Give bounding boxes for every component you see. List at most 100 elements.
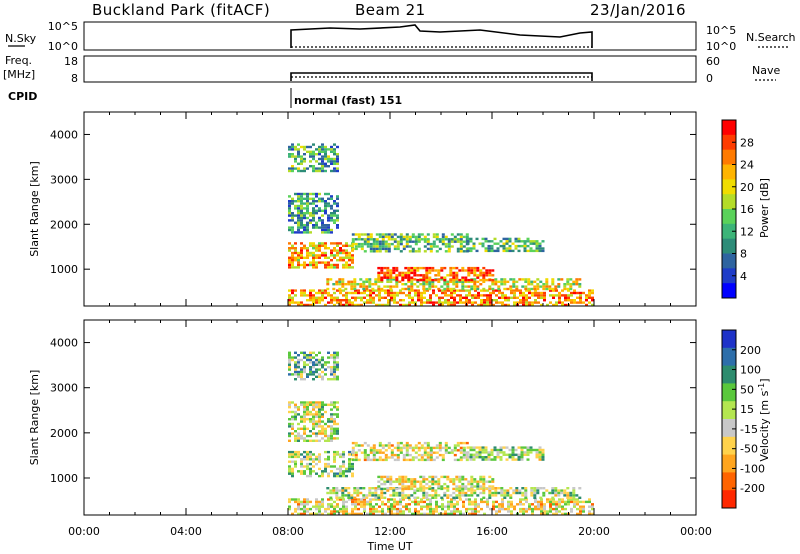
power-echo-cell (591, 291, 594, 295)
velocity-echo-cell (486, 500, 489, 504)
velocity-echo-cell (315, 439, 318, 442)
velocity-echo-cell (333, 450, 336, 454)
velocity-echo-cell (567, 498, 570, 501)
power-echo-cell (498, 291, 501, 295)
power-echo-cell (330, 216, 333, 220)
power-echo-cell (324, 296, 327, 299)
velocity-echo-cell (458, 496, 462, 499)
velocity-echo-cell (363, 503, 366, 506)
velocity-echo-cell (303, 415, 306, 418)
velocity-echo-cell (465, 510, 468, 513)
power-echo-cell (465, 233, 469, 236)
power-echo-cell (330, 242, 333, 245)
power-echo-cell (455, 280, 459, 283)
velocity-echo-cell (392, 491, 396, 495)
power-echo-cell (407, 278, 411, 282)
power-echo-cell (300, 219, 303, 222)
nave-label: Nave (752, 64, 780, 77)
velocity-echo-cell (327, 458, 330, 461)
velocity-echo-cell (498, 503, 501, 506)
velocity-echo-cell (441, 505, 444, 508)
power-echo-cell (490, 244, 494, 248)
power-echo-cell (312, 259, 315, 262)
velocity-echo-cell (482, 491, 486, 495)
velocity-echo-cell (303, 472, 306, 475)
power-echo-cell (309, 244, 312, 247)
power-echo-cell (309, 155, 312, 158)
velocity-echo-cell (372, 507, 375, 511)
velocity-echo-cell (479, 485, 483, 488)
power-echo-cell (321, 261, 324, 264)
power-echo-cell (411, 250, 415, 253)
velocity-echo-cell (564, 503, 567, 506)
power-echo-cell (345, 251, 348, 255)
velocity-echo-cell (303, 420, 306, 423)
power-echo-cell (498, 296, 501, 299)
velocity-echo-cell (390, 512, 393, 516)
velocity-echo-cell (467, 494, 471, 497)
power-echo-cell (333, 167, 336, 170)
power-echo-cell (300, 294, 303, 297)
velocity-echo-cell (342, 462, 345, 466)
velocity-echo-cell (495, 500, 498, 504)
power-echo-cell (360, 291, 363, 295)
power-echo-cell (528, 303, 531, 307)
velocity-echo-cell (434, 489, 438, 492)
power-echo-cell (291, 254, 294, 257)
velocity-echo-cell (324, 432, 327, 435)
velocity-echo-cell (369, 507, 372, 511)
power-echo-cell (303, 214, 306, 217)
power-echo-cell (495, 289, 498, 292)
power-echo-cell (291, 263, 294, 267)
power-echo-cell (450, 238, 454, 241)
power-echo-cell (318, 209, 321, 212)
velocity-echo-cell (392, 494, 396, 497)
power-echo-cell (359, 285, 363, 288)
power-echo-cell (345, 301, 348, 304)
velocity-echo-cell (438, 449, 442, 452)
power-echo-cell (520, 240, 524, 243)
power-echo-cell (408, 238, 412, 241)
velocity-echo-cell (482, 480, 486, 483)
power-echo-cell (417, 240, 421, 243)
velocity-echo-cell (390, 456, 394, 459)
power-echo-cell (351, 291, 354, 295)
velocity-echo-cell (395, 487, 399, 491)
velocity-echo-cell (294, 370, 297, 374)
velocity-echo-cell (455, 475, 459, 479)
power-echo-cell (537, 301, 540, 304)
velocity-echo-cell (300, 403, 303, 406)
power-echo-cell (374, 280, 378, 283)
power-echo-cell (471, 303, 474, 307)
velocity-echo-cell (300, 512, 303, 516)
velocity-echo-cell (444, 510, 447, 513)
velocity-echo-cell (447, 507, 450, 511)
velocity-echo-cell (312, 439, 315, 442)
power-echo-cell (321, 155, 324, 158)
power-echo-cell (474, 294, 477, 297)
power-echo-cell (526, 249, 530, 253)
power-echo-cell (452, 274, 456, 277)
power-echo-cell (300, 251, 303, 255)
velocity-echo-cell (515, 489, 519, 492)
power-echo-cell (588, 289, 591, 292)
velocity-echo-cell (294, 462, 297, 466)
velocity-echo-cell (576, 512, 579, 516)
power-echo-cell (294, 207, 297, 210)
power-echo-cell (291, 261, 294, 264)
power-echo-cell (529, 249, 533, 253)
power-echo-cell (569, 287, 573, 291)
velocity-echo-cell (431, 482, 435, 486)
velocity-echo-cell (549, 505, 552, 508)
velocity-echo-cell (348, 453, 351, 456)
power-echo-cell (288, 167, 291, 170)
velocity-echo-cell (399, 510, 402, 513)
power-echo-cell (300, 224, 303, 227)
velocity-echo-cell (327, 434, 330, 438)
velocity-echo-cell (499, 448, 503, 452)
nsky-left-tick-bottom: 10^0 (48, 40, 78, 53)
power-echo-cell (338, 287, 342, 291)
power-echo-cell (431, 278, 435, 282)
velocity-echo-cell (291, 373, 294, 376)
power-echo-cell (428, 271, 432, 275)
